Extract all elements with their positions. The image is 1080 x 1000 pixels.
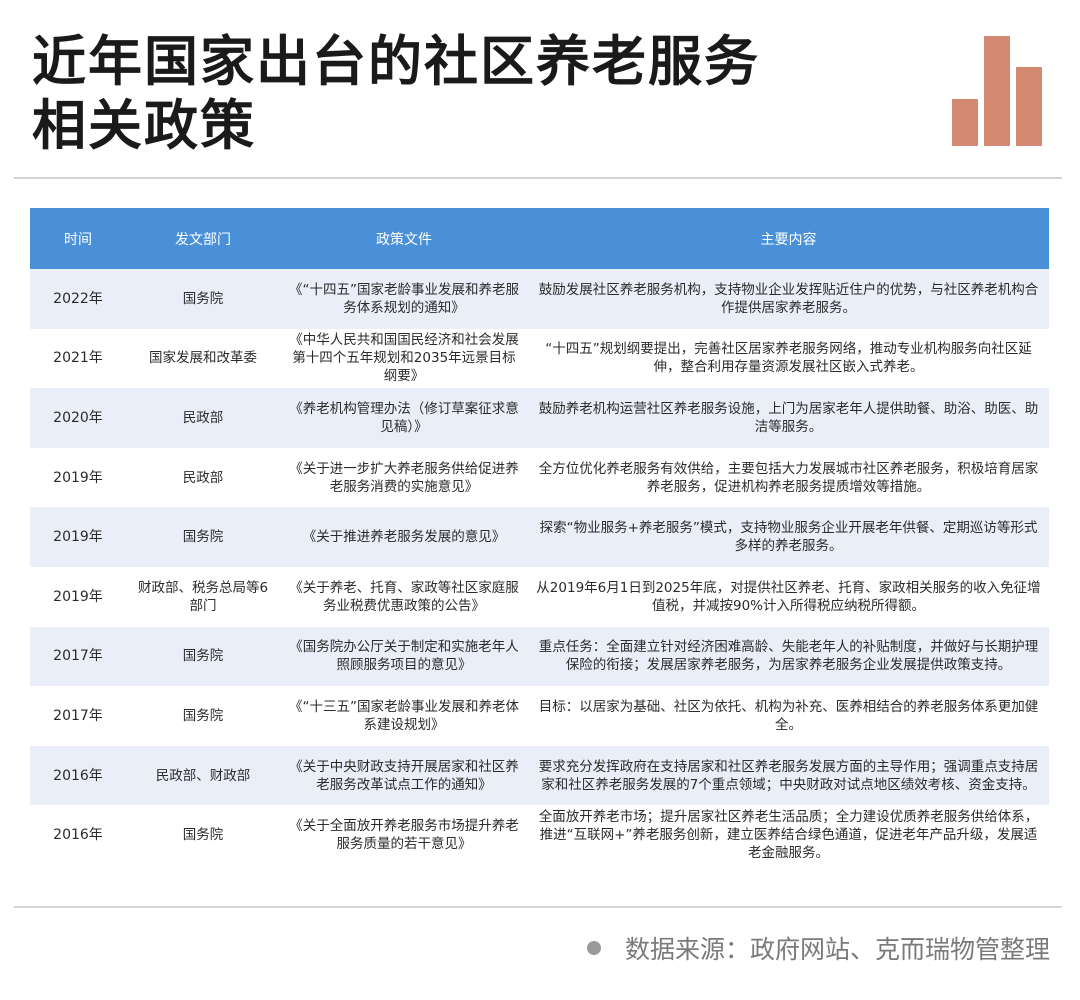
cell-content: 目标：以居家为基础、社区为依托、机构为补充、医养相结合的养老服务体系更加健全。 [528, 686, 1049, 746]
cell-dept: 民政部 [126, 388, 280, 448]
top-divider [14, 177, 1062, 179]
header-time: 时间 [30, 208, 126, 269]
source-note: 数据来源：政府网站、克而瑞物管整理 [586, 930, 1050, 966]
page-title-line2: 相关政策 [32, 94, 256, 157]
logo-bar-middle [984, 36, 1010, 146]
cell-dept: 国务院 [126, 805, 280, 865]
cell-doc: 《关于推进养老服务发展的意见》 [280, 507, 528, 567]
cell-time: 2020年 [30, 388, 126, 448]
bullet-dot-icon [586, 941, 601, 955]
table-row: 2019年 财政部、税务总局等6部门 《关于养老、托育、家政等社区家庭服务业税费… [30, 566, 1049, 627]
cell-dept: 国务院 [126, 626, 280, 687]
logo-bar-left [952, 99, 978, 146]
cell-time: 2019年 [30, 447, 126, 508]
cell-dept: 国务院 [126, 686, 280, 746]
table-row: 2016年 民政部、财政部 《关于中央财政支持开展居家和社区养老服务改革试点工作… [30, 745, 1049, 806]
cell-content: 从2019年6月1日到2025年底，对提供社区养老、托育、家政相关服务的收入免征… [528, 566, 1049, 627]
cell-time: 2017年 [30, 686, 126, 746]
cell-dept: 国务院 [126, 507, 280, 567]
cell-doc: 《“十四五”国家老龄事业发展和养老服务体系规划的通知》 [280, 269, 528, 329]
cell-doc: 《养老机构管理办法（修订草案征求意见稿）》 [280, 388, 528, 448]
cell-time: 2016年 [30, 805, 126, 865]
cell-time: 2016年 [30, 745, 126, 806]
page-title: 近年国家出台的社区养老服务 相关政策 [32, 30, 760, 158]
cell-dept: 民政部、财政部 [126, 745, 280, 806]
cell-time: 2021年 [30, 328, 126, 389]
cell-content: 要求充分发挥政府在支持居家和社区养老服务发展方面的主导作用；强调重点支持居家和社… [528, 745, 1049, 806]
cell-content: 鼓励养老机构运营社区养老服务设施，上门为居家老年人提供助餐、助浴、助医、助洁等服… [528, 388, 1049, 448]
table-row: 2019年 国务院 《关于推进养老服务发展的意见》 探索“物业服务+养老服务”模… [30, 507, 1049, 567]
table-row: 2016年 国务院 《关于全面放开养老服务市场提升养老服务质量的若干意见》 全面… [30, 805, 1049, 865]
bar-chart-icon [952, 36, 1042, 146]
table-row: 2022年 国务院 《“十四五”国家老龄事业发展和养老服务体系规划的通知》 鼓励… [30, 269, 1049, 329]
cell-doc: 《关于进一步扩大养老服务供给促进养老服务消费的实施意见》 [280, 447, 528, 508]
cell-dept: 民政部 [126, 447, 280, 508]
cell-doc: 《关于养老、托育、家政等社区家庭服务业税费优惠政策的公告》 [280, 566, 528, 627]
cell-dept: 财政部、税务总局等6部门 [126, 566, 280, 627]
cell-dept: 国家发展和改革委 [126, 328, 280, 389]
source-text: 数据来源：政府网站、克而瑞物管整理 [624, 935, 1050, 964]
cell-content: “十四五”规划纲要提出，完善社区居家养老服务网络，推动专业机构服务向社区延伸，整… [528, 328, 1049, 389]
cell-time: 2019年 [30, 566, 126, 627]
table-row: 2017年 国务院 《国务院办公厅关于制定和实施老年人照顾服务项目的意见》 重点… [30, 626, 1049, 687]
cell-time: 2022年 [30, 269, 126, 329]
table-row: 2017年 国务院 《“十三五”国家老龄事业发展和养老体系建设规划》 目标：以居… [30, 686, 1049, 746]
logo-bar-right [1016, 67, 1042, 146]
cell-time: 2017年 [30, 626, 126, 687]
table-row: 2020年 民政部 《养老机构管理办法（修订草案征求意见稿）》 鼓励养老机构运营… [30, 388, 1049, 448]
cell-doc: 《“十三五”国家老龄事业发展和养老体系建设规划》 [280, 686, 528, 746]
cell-doc: 《关于全面放开养老服务市场提升养老服务质量的若干意见》 [280, 805, 528, 865]
cell-content: 全面放开养老市场；提升居家社区养老生活品质；全力建设优质养老服务供给体系，推进“… [528, 805, 1049, 865]
table-row: 2019年 民政部 《关于进一步扩大养老服务供给促进养老服务消费的实施意见》 全… [30, 447, 1049, 508]
bottom-divider [14, 906, 1062, 908]
cell-content: 重点任务：全面建立针对经济困难高龄、失能老年人的补贴制度，并做好与长期护理保险的… [528, 626, 1049, 687]
header-doc: 政策文件 [280, 208, 528, 269]
policy-table: 时间 发文部门 政策文件 主要内容 2022年 国务院 《“十四五”国家老龄事业… [30, 208, 1049, 865]
header-dept: 发文部门 [126, 208, 280, 269]
page-title-line1: 近年国家出台的社区养老服务 [32, 30, 760, 93]
cell-doc: 《中华人民共和国国民经济和社会发展第十四个五年规划和2035年远景目标纲要》 [280, 328, 528, 389]
cell-doc: 《关于中央财政支持开展居家和社区养老服务改革试点工作的通知》 [280, 745, 528, 806]
cell-content: 鼓励发展社区养老服务机构，支持物业企业发挥贴近住户的优势，与社区养老机构合作提供… [528, 269, 1049, 329]
cell-time: 2019年 [30, 507, 126, 567]
header-content: 主要内容 [528, 208, 1049, 269]
table-row: 2021年 国家发展和改革委 《中华人民共和国国民经济和社会发展第十四个五年规划… [30, 328, 1049, 389]
cell-doc: 《国务院办公厅关于制定和实施老年人照顾服务项目的意见》 [280, 626, 528, 687]
table-header-row: 时间 发文部门 政策文件 主要内容 [30, 208, 1049, 269]
cell-content: 全方位优化养老服务有效供给，主要包括大力发展城市社区养老服务，积极培育居家养老服… [528, 447, 1049, 508]
cell-content: 探索“物业服务+养老服务”模式，支持物业服务企业开展老年供餐、定期巡访等形式多样… [528, 507, 1049, 567]
cell-dept: 国务院 [126, 269, 280, 329]
